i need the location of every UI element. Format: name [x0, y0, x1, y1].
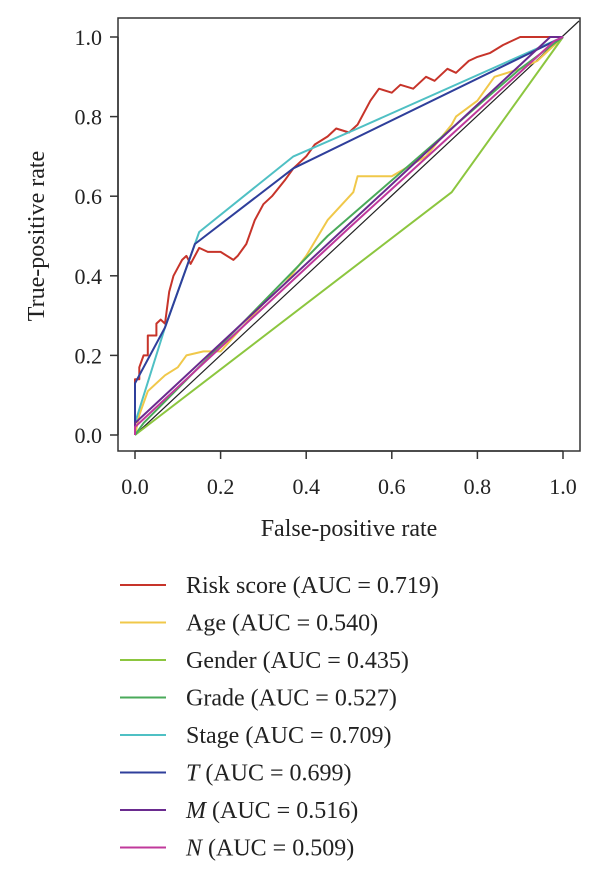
- x-tick-label: 0.6: [378, 474, 406, 499]
- x-tick-label: 0.8: [464, 474, 492, 499]
- legend-label-gender: Gender (AUC = 0.435): [186, 648, 409, 674]
- legend-label-t: T (AUC = 0.699): [186, 761, 352, 787]
- roc-curve-grade: [134, 36, 564, 436]
- roc-curve-n: [134, 36, 564, 435]
- roc-curve-age: [134, 36, 564, 436]
- legend-label-grade: Grade (AUC = 0.527): [186, 686, 397, 712]
- plot-area: [117, 17, 581, 452]
- x-ticks: 0.0 0.2 0.4 0.6 0.8 1.0: [121, 451, 577, 499]
- roc-curve-risk-score: [134, 36, 563, 435]
- y-tick-label: 0.8: [75, 105, 103, 130]
- x-tick-label: 1.0: [549, 474, 577, 499]
- x-axis: 0.0 0.2 0.4 0.6 0.8 1.0 False-positive rate: [121, 450, 577, 542]
- x-tick-label: 0.4: [292, 474, 320, 499]
- y-axis-title: True-positive rate: [24, 151, 50, 321]
- legend-label-m: M (AUC = 0.516): [185, 798, 358, 824]
- y-tick-label: 0.0: [75, 423, 103, 448]
- x-tick-label: 0.2: [207, 474, 235, 499]
- y-tick-label: 0.2: [75, 343, 103, 368]
- y-axis: 0.0 0.2 0.4 0.6 0.8 1.0 True-positive rate: [24, 25, 119, 448]
- y-tick-label: 1.0: [75, 25, 103, 50]
- y-ticks: 0.0 0.2 0.4 0.6 0.8 1.0: [75, 25, 118, 448]
- y-tick-label: 0.6: [75, 184, 103, 209]
- legend-label-stage: Stage (AUC = 0.709): [186, 723, 392, 749]
- roc-curve-t: [134, 36, 564, 435]
- legend-label-risk-score: Risk score (AUC = 0.719): [186, 573, 439, 599]
- legend: Risk score (AUC = 0.719) Age (AUC = 0.540…: [120, 573, 439, 862]
- legend-label-n: N (AUC = 0.509): [185, 836, 354, 862]
- legend-label-age: Age (AUC = 0.540): [186, 611, 378, 637]
- x-tick-label: 0.0: [121, 474, 149, 499]
- roc-curve-gender: [134, 36, 564, 436]
- reference-diagonal: [134, 20, 580, 436]
- y-tick-label: 0.4: [75, 264, 103, 289]
- x-axis-title: False-positive rate: [261, 516, 438, 542]
- roc-curves: [134, 36, 564, 436]
